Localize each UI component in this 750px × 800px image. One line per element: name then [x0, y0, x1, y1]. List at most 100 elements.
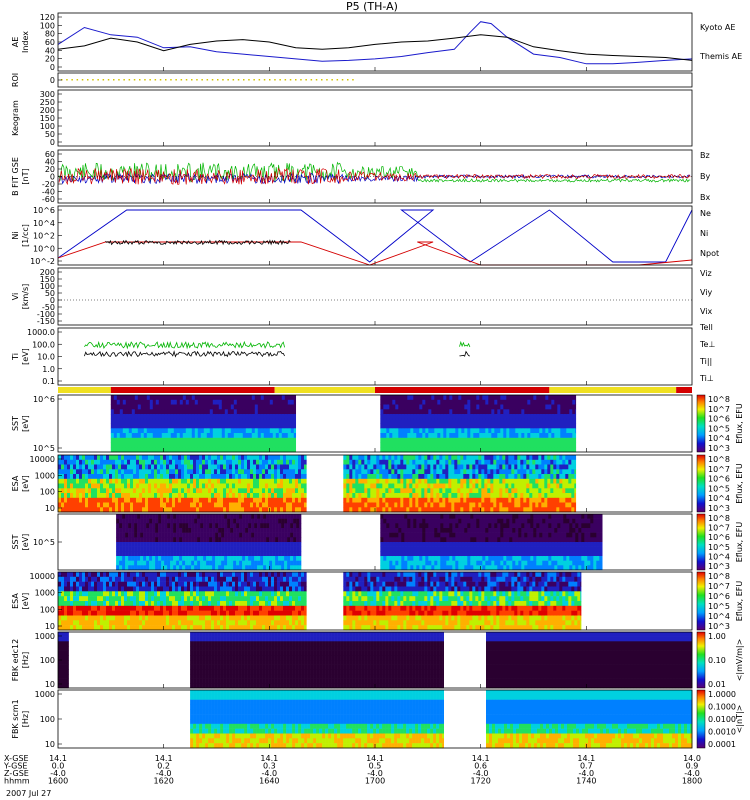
esa-ion-spectrogram: [538, 502, 542, 508]
sst-electron-spectrogram: [455, 518, 459, 524]
esa-ion-spectrogram: [286, 483, 290, 489]
esa-ion-spectrogram: [247, 493, 251, 499]
sst-ion-spectrogram: [467, 414, 471, 420]
sst-electron-spectrogram: [200, 537, 204, 543]
sst-electron-spectrogram: [422, 542, 426, 547]
esa-ion-spectrogram: [370, 459, 374, 465]
sst-ion-spectrogram: [545, 423, 549, 429]
sst-electron-spectrogram: [242, 556, 246, 561]
sst-ion-spectrogram: [149, 404, 154, 410]
sst-ion-spectrogram: [503, 399, 507, 405]
roi-mark: [76, 79, 79, 81]
sst-ion-spectrogram: [392, 399, 396, 405]
sst-ion-spectrogram: [239, 423, 244, 429]
sst-ion-spectrogram: [407, 433, 411, 439]
sst-ion-spectrogram: [221, 404, 226, 410]
sst-electron-spectrogram: [419, 537, 423, 543]
sst-ion-spectrogram: [146, 404, 151, 410]
sst-ion-spectrogram: [245, 409, 250, 415]
sst-ion-spectrogram: [254, 423, 259, 429]
sst-electron-spectrogram: [278, 528, 282, 533]
y-tick-label: 100: [40, 21, 55, 30]
sst-ion-spectrogram: [533, 409, 537, 415]
mode-bar-segment: [58, 387, 111, 393]
esa-ion-spectrogram: [514, 469, 518, 475]
sst-ion-spectrogram: [122, 414, 127, 420]
esa-ion-spectrogram: [295, 493, 299, 499]
sst-electron-spectrogram: [275, 565, 279, 571]
sst-ion-spectrogram: [179, 414, 184, 420]
sst-ion-spectrogram: [539, 395, 543, 401]
esa-ion-spectrogram: [541, 502, 545, 508]
esa-ion-spectrogram: [202, 469, 206, 475]
esa-ion-spectrogram: [142, 497, 146, 503]
sst-ion-spectrogram: [281, 409, 286, 415]
esa-ion-spectrogram: [361, 455, 365, 461]
esa-ion-spectrogram: [508, 459, 512, 465]
sst-ion-spectrogram: [110, 433, 115, 439]
y-tick-label: 100.0: [32, 340, 55, 349]
esa-ion-spectrogram: [190, 483, 194, 489]
esa-ion-spectrogram: [220, 459, 224, 465]
sst-ion-spectrogram: [572, 442, 576, 448]
esa-ion-spectrogram: [193, 507, 197, 513]
sst-electron-spectrogram: [503, 565, 507, 571]
esa-ion-spectrogram: [133, 483, 137, 489]
sst-ion-spectrogram: [266, 404, 271, 410]
sst-electron-spectrogram: [290, 518, 294, 524]
sst-electron-spectrogram: [437, 542, 441, 547]
esa-ion-spectrogram: [553, 459, 557, 465]
sst-ion-spectrogram: [515, 409, 519, 415]
y-tick-label: 40: [45, 158, 55, 167]
sst-ion-spectrogram: [218, 414, 223, 420]
sst-ion-spectrogram: [173, 414, 178, 420]
esa-ion-spectrogram: [379, 459, 383, 465]
sst-ion-spectrogram: [140, 423, 145, 429]
sst-ion-spectrogram: [284, 428, 289, 434]
esa-ion-spectrogram: [442, 469, 446, 475]
sst-ion-spectrogram: [446, 414, 450, 420]
sst-ion-spectrogram: [428, 418, 432, 424]
esa-ion-spectrogram: [136, 464, 140, 470]
esa-ion-spectrogram: [220, 474, 224, 480]
sst-ion-spectrogram: [182, 399, 187, 405]
esa-ion-spectrogram: [394, 502, 398, 508]
esa-ion-spectrogram: [181, 474, 185, 480]
tell-line: [459, 350, 470, 357]
sst-ion-spectrogram: [575, 428, 577, 434]
esa-ion-spectrogram: [115, 493, 119, 499]
esa-ion-spectrogram: [196, 497, 200, 503]
sst-electron-spectrogram: [476, 523, 480, 529]
esa-ion-spectrogram: [127, 464, 131, 470]
sst-ion-spectrogram: [125, 414, 130, 420]
sst-electron-spectrogram: [209, 565, 213, 571]
sst-ion-spectrogram: [419, 442, 423, 448]
sst-electron-spectrogram: [290, 537, 294, 543]
esa-ion-spectrogram: [559, 474, 563, 480]
esa-ion-spectrogram: [112, 455, 116, 461]
sst-electron-spectrogram: [467, 514, 471, 519]
sst-ion-spectrogram: [446, 447, 450, 453]
sst-ion-spectrogram: [572, 437, 576, 443]
sst-ion-spectrogram: [533, 442, 537, 448]
esa-ion-spectrogram: [253, 493, 257, 499]
esa-ion-spectrogram: [301, 507, 305, 513]
sst-ion-spectrogram: [140, 404, 145, 410]
sst-electron-spectrogram: [203, 514, 207, 519]
sst-electron-spectrogram: [203, 560, 207, 566]
sst-ion-spectrogram: [503, 442, 507, 448]
sst-ion-spectrogram: [269, 437, 274, 443]
esa-ion-spectrogram: [106, 469, 110, 475]
esa-ion-spectrogram: [280, 488, 284, 494]
sst-electron-spectrogram: [218, 542, 222, 547]
sst-electron-spectrogram: [452, 514, 456, 519]
sst-electron-spectrogram: [242, 546, 246, 552]
esa-ion-spectrogram: [205, 478, 209, 484]
sst-electron-spectrogram: [209, 542, 213, 547]
sst-electron-spectrogram: [191, 560, 195, 566]
sst-ion-spectrogram: [125, 442, 130, 448]
sst-ion-spectrogram: [575, 404, 577, 410]
esa-ion-spectrogram: [79, 497, 83, 503]
sst-ion-spectrogram: [431, 442, 435, 448]
sst-electron-spectrogram: [116, 518, 120, 524]
